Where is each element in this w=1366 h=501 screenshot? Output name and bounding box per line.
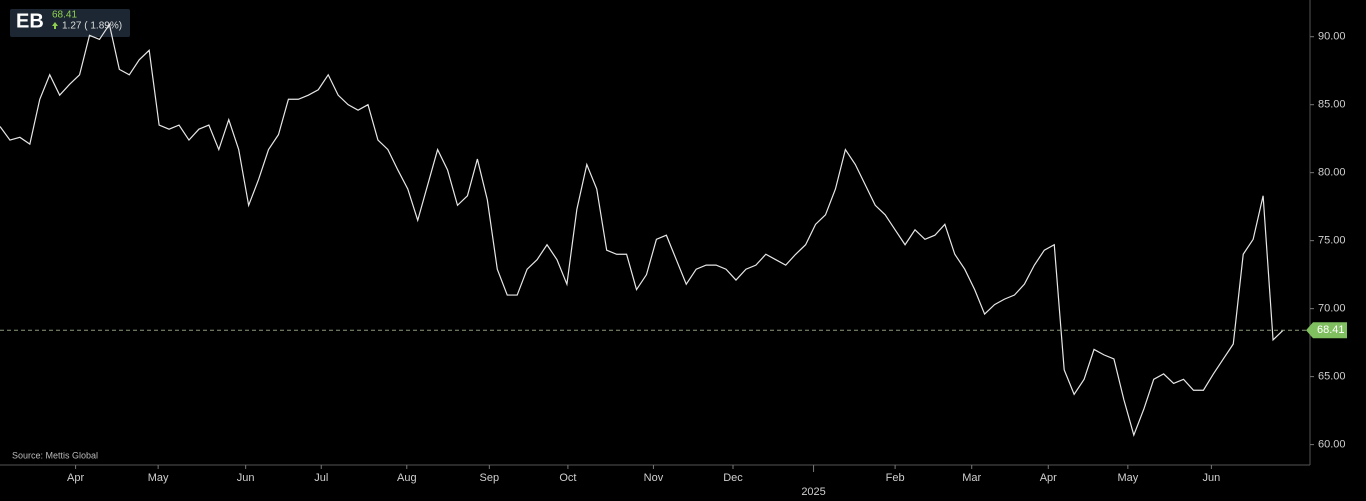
x-tick-label: May <box>1117 472 1138 484</box>
source: Source: Mettis Global <box>12 450 98 460</box>
price: 68.41 <box>52 10 77 21</box>
y-tick-label: 65.00 <box>1318 371 1346 383</box>
x-tick-label: 2025 <box>801 486 825 498</box>
change: 1.27 ( 1.89%) <box>62 21 122 32</box>
price-line <box>0 22 1284 437</box>
x-tick-label: Mar <box>962 472 981 484</box>
y-tick-label: 85.00 <box>1318 99 1346 111</box>
x-tick-label: Aug <box>397 472 417 484</box>
last-value-tag <box>1306 322 1347 339</box>
y-tick-label: 80.00 <box>1318 167 1346 179</box>
x-tick-label: Nov <box>644 472 664 484</box>
x-tick-label: Sep <box>480 472 500 484</box>
up-arrow <box>52 22 58 29</box>
ticker-box <box>10 9 130 37</box>
y-tick-label: 70.00 <box>1318 303 1346 315</box>
x-tick-label: Feb <box>886 472 905 484</box>
x-tick-label: Jun <box>237 472 255 484</box>
x-tick-label: Apr <box>1040 472 1057 484</box>
last-value-label: 68.41 <box>1317 324 1345 336</box>
x-tick-label: Jul <box>314 472 328 484</box>
x-tick-label: Dec <box>723 472 743 484</box>
x-tick-label: May <box>148 472 169 484</box>
x-tick-label: Apr <box>67 472 84 484</box>
x-tick-label: Jun <box>1203 472 1221 484</box>
y-tick-label: 60.00 <box>1318 439 1346 451</box>
x-tick-label: Oct <box>559 472 576 484</box>
y-tick-label: 75.00 <box>1318 235 1346 247</box>
ticker: EB <box>16 10 44 32</box>
y-tick-label: 90.00 <box>1318 31 1346 43</box>
